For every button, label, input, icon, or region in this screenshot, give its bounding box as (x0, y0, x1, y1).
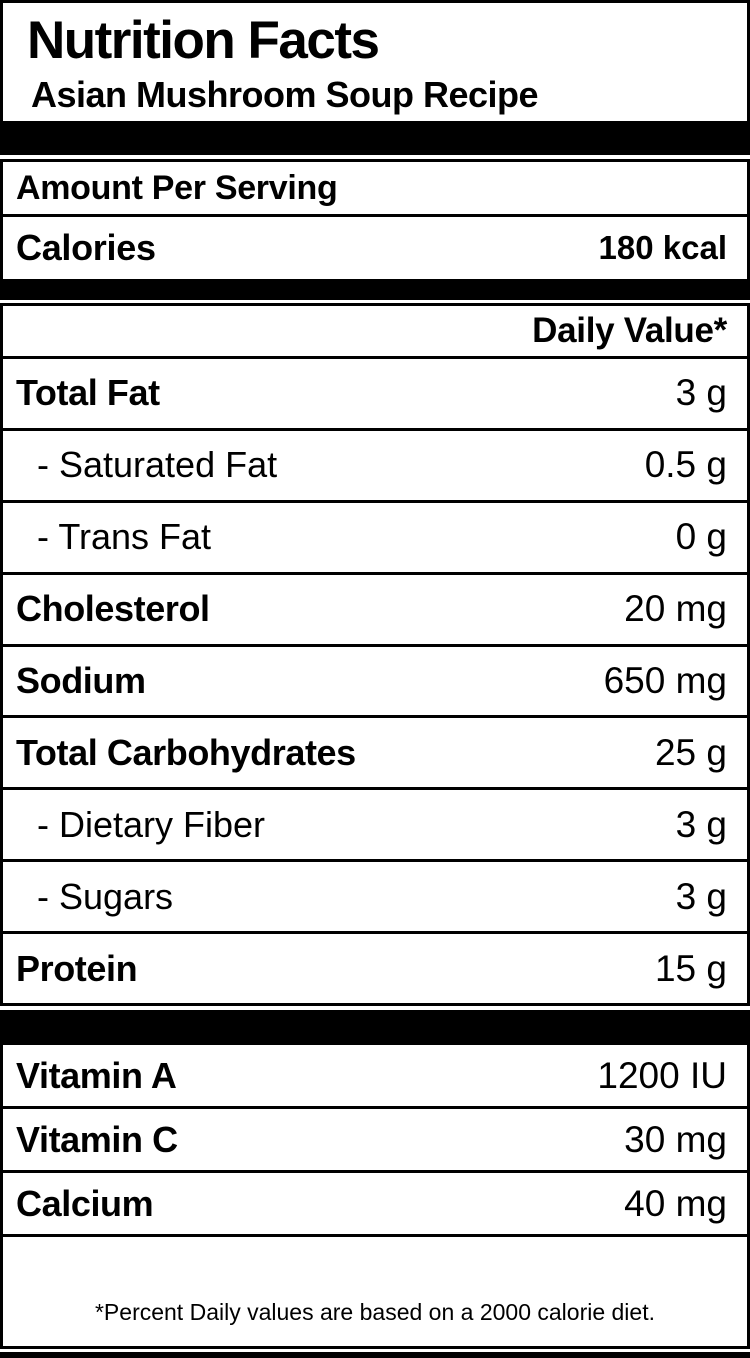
micronutrient-label: Vitamin A (16, 1054, 177, 1096)
nutrients-section: Daily Value* Total Fat 3 g - Saturated F… (0, 303, 750, 1006)
micronutrient-label: Calcium (16, 1182, 154, 1224)
nutrient-value: 3 g (675, 372, 727, 414)
micronutrients-section: Vitamin A 1200 IU Vitamin C 30 mg Calciu… (0, 1042, 750, 1349)
spacer (0, 1349, 750, 1352)
nutrient-row-dietary-fiber: - Dietary Fiber 3 g (3, 787, 747, 859)
footnote-row: *Percent Daily values are based on a 200… (3, 1234, 747, 1346)
nutrient-label: - Saturated Fat (37, 444, 278, 486)
recipe-subtitle: Asian Mushroom Soup Recipe (31, 74, 539, 116)
nutrient-row-total-carbohydrates: Total Carbohydrates 25 g (3, 715, 747, 787)
label-title: Nutrition Facts (27, 11, 380, 70)
micronutrient-value: 40 mg (624, 1182, 727, 1224)
nutrient-value: 20 mg (624, 588, 727, 630)
nutrient-row-sodium: Sodium 650 mg (3, 643, 747, 716)
micronutrient-row-vitamin-a: Vitamin A 1200 IU (3, 1045, 747, 1106)
nutrient-label: Total Carbohydrates (16, 731, 356, 773)
calories-value: 180 kcal (598, 229, 727, 266)
nutrient-label: Total Fat (16, 372, 160, 414)
nutrient-row-cholesterol: Cholesterol 20 mg (3, 571, 747, 644)
nutrient-label: - Sugars (37, 875, 174, 917)
nutrient-row-saturated-fat: - Saturated Fat 0.5 g (3, 427, 747, 500)
serving-section: Amount Per Serving Calories 180 kcal (0, 159, 750, 282)
nutrient-label: - Dietary Fiber (37, 803, 266, 845)
bottom-border-strip (0, 1352, 750, 1358)
micronutrient-label: Vitamin C (16, 1118, 178, 1160)
amount-per-serving-row: Amount Per Serving (3, 162, 747, 217)
micronutrient-value: 1200 IU (597, 1054, 727, 1096)
nutrient-value: 0 g (675, 516, 727, 558)
nutrient-value: 650 mg (603, 660, 727, 701)
calories-label: Calories (16, 227, 156, 268)
nutrient-row-trans-fat: - Trans Fat 0 g (3, 499, 747, 572)
micronutrient-row-calcium: Calcium 40 mg (3, 1170, 747, 1234)
nutrient-label: Sodium (16, 660, 146, 701)
micronutrient-row-vitamin-c: Vitamin C 30 mg (3, 1106, 747, 1170)
calories-row: Calories 180 kcal (3, 217, 747, 279)
daily-value-footnote: *Percent Daily values are based on a 200… (94, 1299, 655, 1325)
title-section: Nutrition Facts Asian Mushroom Soup Reci… (0, 0, 750, 121)
section-divider-bar (0, 1010, 750, 1042)
section-divider-bar (0, 121, 750, 155)
nutrient-row-sugars: - Sugars 3 g (3, 859, 747, 931)
nutrient-label: Cholesterol (16, 588, 210, 630)
nutrient-row-protein: Protein 15 g (3, 931, 747, 1003)
daily-value-header: Daily Value* (532, 311, 727, 350)
micronutrient-value: 30 mg (624, 1118, 727, 1160)
daily-value-header-row: Daily Value* (3, 306, 747, 356)
nutrient-value: 25 g (654, 731, 727, 773)
nutrient-value: 15 g (654, 947, 727, 989)
nutrient-value: 3 g (675, 803, 727, 845)
nutrient-row-total-fat: Total Fat 3 g (3, 356, 747, 428)
nutrient-value: 0.5 g (644, 444, 727, 486)
nutrient-label: - Trans Fat (37, 516, 212, 558)
amount-per-serving-label: Amount Per Serving (16, 168, 338, 207)
nutrient-label: Protein (16, 947, 138, 989)
nutrient-value: 3 g (675, 875, 727, 917)
section-divider-bar (0, 282, 750, 300)
